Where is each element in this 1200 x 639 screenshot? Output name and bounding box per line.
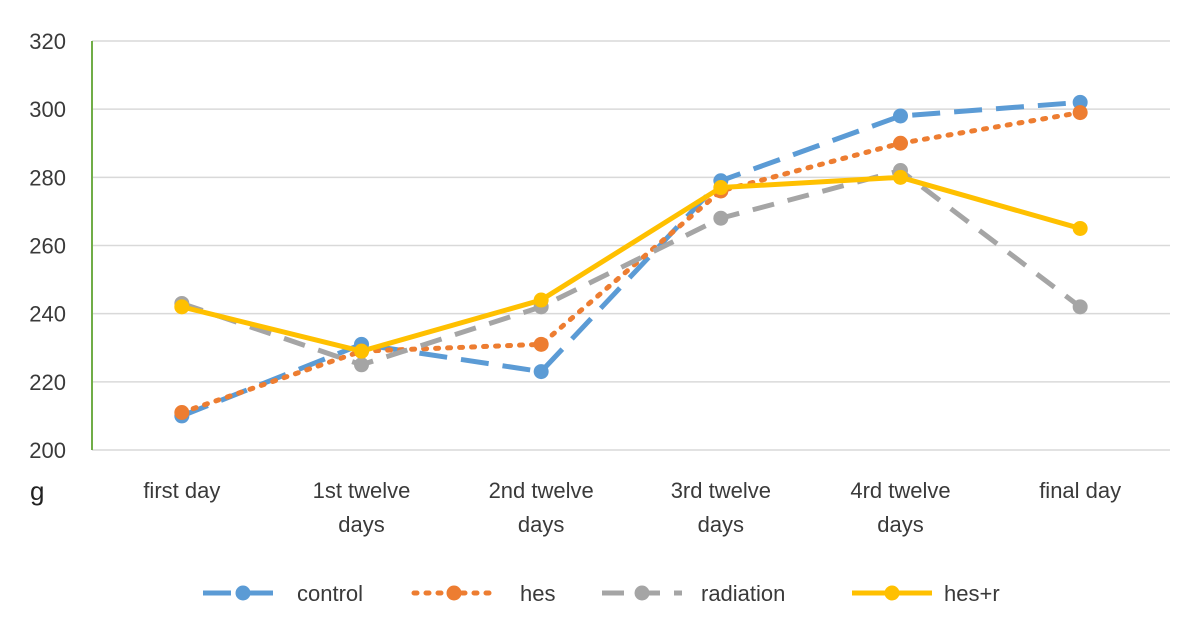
data-point [713,180,729,196]
legend-label: hes+r [944,581,1000,606]
series-line [181,168,1082,368]
x-tick-label: 3rd twelve days [671,478,771,537]
data-point [533,292,549,308]
series-line [179,110,1083,416]
axes [91,41,1170,451]
y-tick-label: 300 [29,97,66,122]
y-tick-label: 220 [29,370,66,395]
y-tick-label: 260 [29,234,66,259]
data-point [1072,299,1088,315]
series-line [181,174,1081,354]
gridlines [92,40,1170,383]
legend-marker [634,585,650,601]
x-tick-label: 1st twelve days [313,478,411,537]
y-tick-label: 240 [29,302,66,327]
data-point [893,169,908,185]
data-point [354,357,369,373]
data-point [1072,105,1088,121]
x-tick-label: 2nd twelve days [489,478,594,537]
data-point [893,135,908,151]
data-point [893,108,908,124]
legend-label: hes [520,581,555,606]
data-point [354,343,369,359]
legend-label: control [297,581,363,606]
legend: control hes radiation hes+r [203,581,1000,606]
series-line [180,99,1081,419]
series-hes+r [174,169,1088,359]
data-point [533,364,549,380]
legend-item-radiation: radiation [602,581,785,606]
data-point [174,405,190,421]
legend-item-control: control [203,581,363,606]
y-tick-label: 280 [29,165,66,190]
data-point [1072,220,1088,236]
legend-label: radiation [701,581,785,606]
data-point [713,210,729,226]
legend-item-hes+r: hes+r [852,581,1000,606]
legend-marker [446,585,462,601]
x-tick-label: 4rd twelve days [850,478,950,537]
y-axis-unit-label: g [30,476,44,506]
tick-labels: 200 220 240 260 280 300 320 g first day 1st twelv… [29,29,1121,537]
x-tick-label: first day [143,478,220,503]
legend-item-hes: hes [411,581,555,606]
y-tick-label: 200 [29,438,66,463]
data-point [533,336,549,352]
series-control [174,94,1088,424]
x-tick-label: final day [1039,478,1121,503]
legend-marker [235,585,251,601]
y-tick-label: 320 [29,29,66,54]
series-lines [174,94,1088,424]
legend-marker [884,585,900,601]
data-point [174,299,190,315]
